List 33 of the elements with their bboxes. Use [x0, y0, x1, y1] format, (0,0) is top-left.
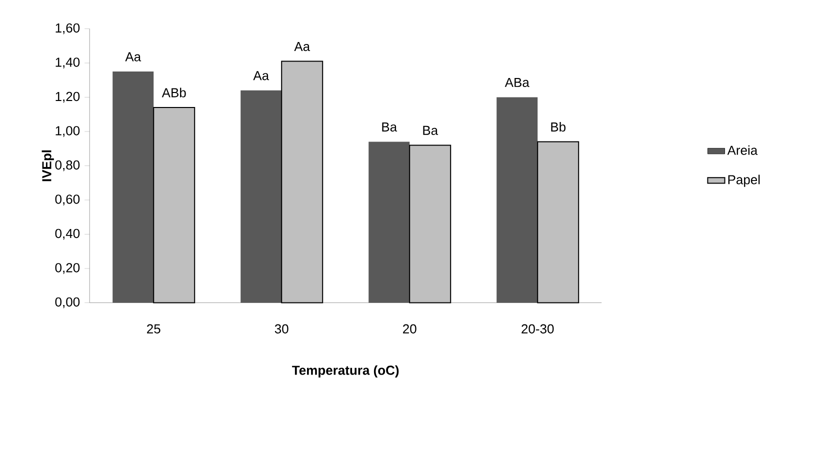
data-label: Ba [423, 126, 438, 135]
legend-label: Papel [728, 174, 760, 187]
bar [153, 107, 196, 304]
y-tick-label: 1,00 [56, 126, 80, 137]
data-label: ABb [162, 88, 186, 98]
data-label: Aa [253, 71, 270, 80]
y-tick-label: 0,80 [55, 160, 80, 172]
x-tick-label: 25 [147, 324, 160, 334]
x-tick-label: 20-30 [522, 324, 554, 334]
bar [240, 90, 282, 303]
bar [368, 142, 410, 303]
bar [281, 60, 324, 304]
y-tick-label: 0,20 [55, 263, 80, 274]
data-label: Aa [125, 52, 142, 62]
y-tick-label: 0,60 [55, 194, 80, 206]
bar [496, 97, 538, 303]
legend-label: Areia [727, 145, 758, 155]
x-axis-title: Temperatura (oC) [292, 365, 399, 378]
data-label: Ba [382, 122, 398, 132]
y-tick-label: 0,00 [55, 297, 80, 308]
bar [537, 141, 580, 304]
bar [112, 72, 154, 303]
y-tick-label: 1,40 [56, 58, 80, 68]
y-tick-label: 1,60 [56, 23, 80, 34]
y-tick-label: 0,40 [55, 228, 80, 240]
data-label: Bb [551, 122, 566, 132]
data-label: ABa [504, 78, 530, 88]
bar [409, 144, 452, 304]
y-tick-label: 1,20 [56, 92, 80, 103]
x-tick-label: 20 [403, 324, 416, 334]
x-tick-label: 30 [274, 324, 288, 334]
data-label: Aa [294, 42, 310, 52]
y-axis-title: IVEpl [42, 150, 54, 182]
